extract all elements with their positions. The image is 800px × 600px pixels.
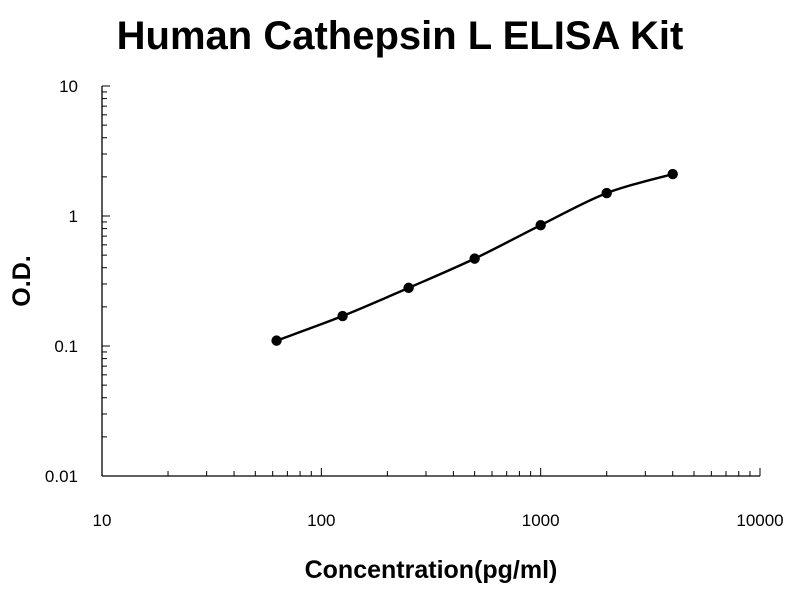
x-tick-label: 10	[93, 511, 112, 530]
tick-labels-layer: 10 100 1000 10000 0.01 0.1 1 10	[45, 77, 784, 530]
data-point	[337, 310, 348, 322]
x-axis-title: Concentration(pg/ml)	[305, 556, 558, 584]
axes-layer	[101, 86, 760, 477]
chart-title: Human Cathepsin L ELISA Kit	[116, 14, 684, 58]
y-tick-label: 10	[59, 77, 78, 96]
x-tick-label: 1000	[522, 511, 560, 530]
ticks-layer	[101, 85, 761, 477]
data-point	[469, 253, 480, 264]
x-tick-label: 10000	[736, 511, 783, 530]
data-point	[271, 335, 282, 346]
data-point	[535, 219, 546, 231]
data-point	[403, 282, 414, 294]
y-tick-label: 0.01	[45, 467, 78, 486]
y-tick-label: 0.1	[54, 337, 78, 356]
points-layer	[271, 168, 678, 346]
y-tick-label: 1	[69, 207, 78, 226]
y-axis-title: O.D.	[8, 255, 36, 306]
x-tick-label: 100	[307, 511, 335, 530]
data-point	[601, 187, 612, 199]
data-point	[667, 168, 678, 180]
